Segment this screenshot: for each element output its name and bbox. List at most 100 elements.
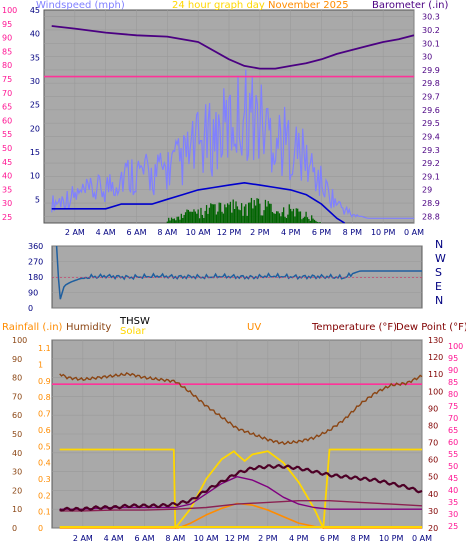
wind-left-tick-label: 30 bbox=[2, 199, 12, 208]
temperature-tick-label: 30 bbox=[428, 507, 438, 516]
humidity-tick-label: 40 bbox=[12, 449, 22, 458]
temperature-line bbox=[59, 463, 423, 512]
dewpoint-tick-label: 45 bbox=[448, 474, 458, 483]
wind-x-tick-label: 4 AM bbox=[96, 228, 116, 237]
barometer-tick-label: 29.1 bbox=[422, 172, 440, 181]
wind-x-tick-label: 6 AM bbox=[126, 228, 146, 237]
direction-tick-label: 270 bbox=[28, 258, 43, 267]
barometer-tick-label: 29.3 bbox=[422, 146, 440, 155]
temp-x-tick-label: 4 PM bbox=[289, 534, 308, 543]
wind-left-tick-label: 75 bbox=[2, 75, 12, 84]
barometer-tick-label: 29.4 bbox=[422, 132, 440, 141]
rain-tick-label: 1 bbox=[38, 361, 43, 370]
humidity-tick-label: 0 bbox=[12, 524, 17, 533]
temperature-tick-label: 50 bbox=[428, 473, 438, 482]
temp-x-tick-label: 10 AM bbox=[194, 534, 219, 543]
direction-tick-label: 0 bbox=[28, 304, 33, 313]
direction-tick-label: 90 bbox=[28, 289, 38, 298]
windspeed-axis-title: Windspeed (mph) bbox=[36, 0, 125, 11]
wind-left-tick-label: 25 bbox=[2, 213, 12, 222]
wind-x-tick-label: 10 AM bbox=[186, 228, 211, 237]
wind-speed-tick-label: 15 bbox=[30, 148, 40, 157]
wind-left-tick-label: 65 bbox=[2, 103, 12, 112]
compass-letter: W bbox=[435, 252, 446, 265]
compass-letter: N bbox=[435, 294, 443, 307]
direction-tick-label: 180 bbox=[28, 273, 43, 282]
rain-tick-label: 0.8 bbox=[38, 393, 51, 402]
solar-axis-title: Solar bbox=[120, 326, 146, 337]
temp-x-tick-label: 6 PM bbox=[320, 534, 339, 543]
wind-left-tick-label: 50 bbox=[2, 144, 12, 153]
dewpoint-tick-label: 40 bbox=[448, 486, 458, 495]
rain-tick-label: 0.5 bbox=[38, 442, 51, 451]
compass-letter: E bbox=[435, 280, 442, 293]
barometer-tick-label: 28.9 bbox=[422, 199, 440, 208]
temperature-tick-label: 20 bbox=[428, 524, 438, 533]
barometer-tick-label: 29.9 bbox=[422, 66, 440, 75]
temp-x-tick-label: 8 AM bbox=[165, 534, 185, 543]
temperature-tick-label: 100 bbox=[428, 387, 443, 396]
wind-x-tick-label: 12 PM bbox=[217, 228, 242, 237]
barometer-tick-label: 29.6 bbox=[422, 106, 440, 115]
temp-x-tick-label: 2 PM bbox=[258, 534, 277, 543]
wind-speed-tick-label: 30 bbox=[30, 77, 40, 86]
temperature-axis-title: Temperature (°F) bbox=[311, 322, 397, 333]
wind-x-tick-label: 8 AM bbox=[157, 228, 177, 237]
temp-x-tick-label: 8 PM bbox=[351, 534, 370, 543]
wind-x-tick-label: 2 AM bbox=[65, 228, 85, 237]
wind-direction-line bbox=[55, 245, 422, 300]
dewpoint-tick-label: 65 bbox=[448, 426, 458, 435]
rainfall-axis-title: Rainfall (.in) bbox=[2, 322, 63, 333]
wind-average-line bbox=[51, 182, 346, 224]
wind-left-tick-label: 70 bbox=[2, 89, 12, 98]
rain-tick-label: 0.6 bbox=[38, 426, 51, 435]
temperature-tick-label: 130 bbox=[428, 336, 443, 345]
wind-speed-tick-label: 10 bbox=[30, 172, 40, 181]
rain-tick-label: 0.7 bbox=[38, 410, 51, 419]
dewpoint-tick-label: 30 bbox=[448, 510, 458, 519]
temperature-tick-label: 110 bbox=[428, 370, 443, 379]
temp-x-tick-label: 6 AM bbox=[134, 534, 154, 543]
dewpoint-tick-label: 95 bbox=[448, 354, 458, 363]
rain-tick-label: 0.3 bbox=[38, 475, 51, 484]
temp-x-tick-label: 12 PM bbox=[225, 534, 250, 543]
wind-speed-tick-label: 40 bbox=[30, 30, 40, 39]
dewpoint-tick-label: 85 bbox=[448, 378, 458, 387]
wind-left-tick-label: 55 bbox=[2, 130, 12, 139]
thsw-axis-title: THSW bbox=[119, 316, 150, 327]
wind-left-tick-label: 45 bbox=[2, 158, 12, 167]
direction-tick-label: 360 bbox=[28, 242, 43, 251]
humidity-tick-label: 30 bbox=[12, 468, 22, 477]
barometer-tick-label: 29.2 bbox=[422, 159, 440, 168]
wind-gust-line bbox=[51, 69, 414, 219]
wind-speed-tick-label: 20 bbox=[30, 124, 40, 133]
temperature-tick-label: 60 bbox=[428, 456, 438, 465]
humidity-tick-label: 50 bbox=[12, 430, 22, 439]
barometer-tick-label: 28.8 bbox=[422, 212, 440, 221]
dewpoint-tick-label: 50 bbox=[448, 462, 458, 471]
wind-left-tick-label: 40 bbox=[2, 172, 12, 181]
dewpoint-tick-label: 100 bbox=[448, 342, 463, 351]
barometer-tick-label: 30.2 bbox=[422, 26, 440, 35]
barometer-axis-title: Barometer (.in) bbox=[372, 0, 448, 11]
barometer-line bbox=[51, 25, 415, 70]
temp-x-tick-label: 2 AM bbox=[73, 534, 93, 543]
wind-x-tick-label: 10 PM bbox=[371, 228, 396, 237]
dewpoint-tick-label: 90 bbox=[448, 366, 458, 375]
temp-x-tick-label: 10 PM bbox=[379, 534, 404, 543]
barometer-tick-label: 29.5 bbox=[422, 119, 440, 128]
wind-left-tick-label: 100 bbox=[2, 6, 17, 15]
humidity-tick-label: 80 bbox=[12, 374, 22, 383]
wind-speed-tick-label: 45 bbox=[30, 6, 40, 15]
barometer-tick-label: 29 bbox=[422, 186, 432, 195]
barometer-tick-label: 30.1 bbox=[422, 39, 440, 48]
humidity-tick-label: 10 bbox=[12, 505, 22, 514]
graph-date: November 2025 bbox=[268, 0, 349, 11]
compass-letter: S bbox=[435, 266, 442, 279]
barometer-tick-label: 30.3 bbox=[422, 13, 440, 22]
humidity-tick-label: 70 bbox=[12, 392, 22, 401]
wind-x-tick-label: 0 AM bbox=[404, 228, 424, 237]
wind-speed-tick-label: 35 bbox=[30, 53, 40, 62]
humidity-tick-label: 100 bbox=[12, 336, 27, 345]
